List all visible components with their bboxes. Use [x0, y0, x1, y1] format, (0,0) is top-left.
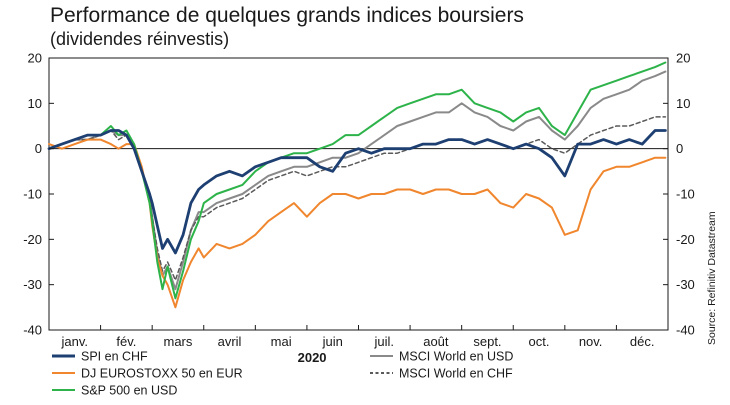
y-tick-label-right: -20: [676, 232, 695, 247]
y-tick-label-right: 0: [676, 141, 683, 156]
chart-subtitle: (dividendes réinvestis): [50, 29, 230, 49]
month-label: mai: [271, 334, 292, 349]
month-label: sept.: [473, 334, 501, 349]
legend-label-0: SPI en CHF: [81, 350, 148, 364]
x-axis-label: 2020: [298, 350, 327, 365]
y-tick-label-right: -30: [676, 277, 695, 292]
month-label: avril: [218, 334, 242, 349]
month-label: fév.: [116, 334, 136, 349]
legend-label-2: S&P 500 en USD: [81, 384, 177, 398]
month-label: nov.: [579, 334, 603, 349]
month-label: mars: [164, 334, 193, 349]
y-tick-label-right: 20: [676, 51, 690, 66]
y-tick-label-left: -20: [23, 232, 42, 247]
month-label: oct.: [529, 334, 550, 349]
y-tick-label-left: 10: [28, 96, 42, 111]
y-tick-label-left: -30: [23, 277, 42, 292]
month-label: août: [423, 334, 449, 349]
plot-frame: [48, 57, 669, 331]
legend-label-4: MSCI World en CHF: [399, 367, 513, 381]
month-label: janv.: [61, 334, 89, 349]
y-tick-label-left: -10: [23, 187, 42, 202]
y-tick-label-left: -40: [23, 323, 42, 338]
y-tick-label-right: -10: [676, 187, 695, 202]
series-line-2: [48, 61, 667, 300]
y-tick-label-right: 10: [676, 96, 690, 111]
chart-title: Performance de quelques grands indices b…: [50, 4, 524, 27]
y-tick-label-right: -40: [676, 323, 695, 338]
month-label: déc.: [630, 334, 655, 349]
series-line-3: [48, 70, 667, 291]
legend-label-1: DJ EUROSTOXX 50 en EUR: [81, 367, 243, 381]
y-tick-label-left: 20: [28, 51, 42, 66]
month-label: juin: [322, 334, 343, 349]
month-label: juil.: [374, 334, 395, 349]
series-line-0: [47, 129, 667, 255]
legend-label-3: MSCI World en USD: [399, 350, 513, 364]
series-line-1: [48, 138, 667, 309]
y-tick-label-left: 0: [35, 141, 42, 156]
source-note: Source: Refinitiv Datastream: [706, 211, 718, 345]
